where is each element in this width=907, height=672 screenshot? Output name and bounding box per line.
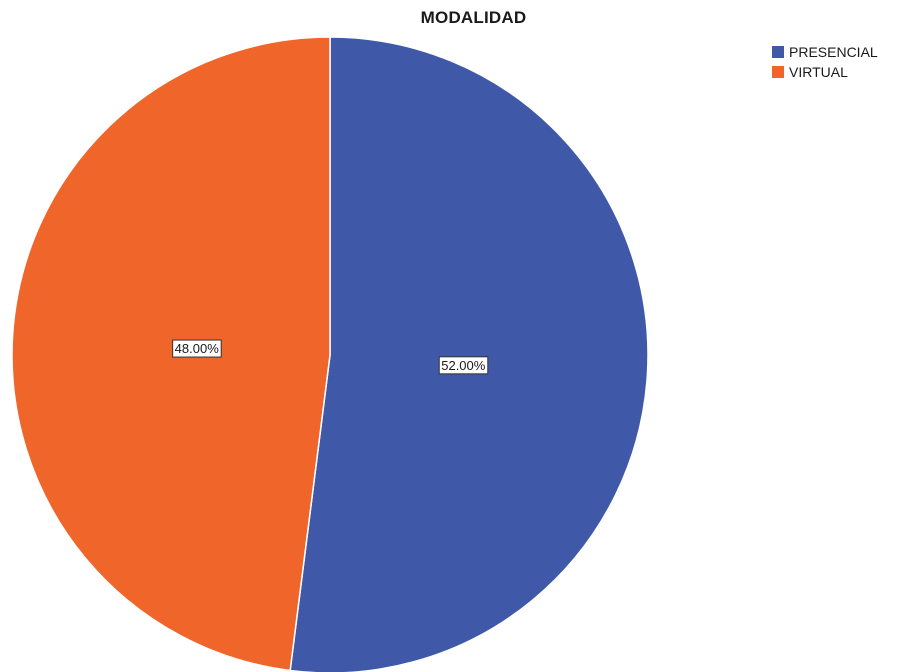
data-label-presencial: 52.00%	[438, 356, 489, 375]
data-label-virtual: 48.00%	[172, 339, 222, 358]
legend-swatch-virtual	[772, 66, 784, 78]
data-label-box	[438, 356, 489, 375]
pie-slices	[11, 36, 649, 672]
data-label-text: 48.00%	[175, 341, 220, 356]
legend: PRESENCIAL VIRTUAL	[772, 42, 878, 82]
data-label-box	[172, 339, 222, 358]
legend-swatch-presencial	[772, 46, 784, 58]
data-label-text: 52.00%	[441, 358, 486, 373]
legend-label-presencial: PRESENCIAL	[789, 44, 878, 60]
legend-item-virtual: VIRTUAL	[772, 62, 878, 82]
pie-data-labels: 52.00% 48.00%	[172, 339, 489, 375]
legend-item-presencial: PRESENCIAL	[772, 42, 878, 62]
legend-label-virtual: VIRTUAL	[789, 64, 848, 80]
pie-slice-presencial	[289, 36, 649, 672]
chart-title: MODALIDAD	[420, 8, 527, 27]
pie-slice-virtual	[11, 36, 331, 672]
